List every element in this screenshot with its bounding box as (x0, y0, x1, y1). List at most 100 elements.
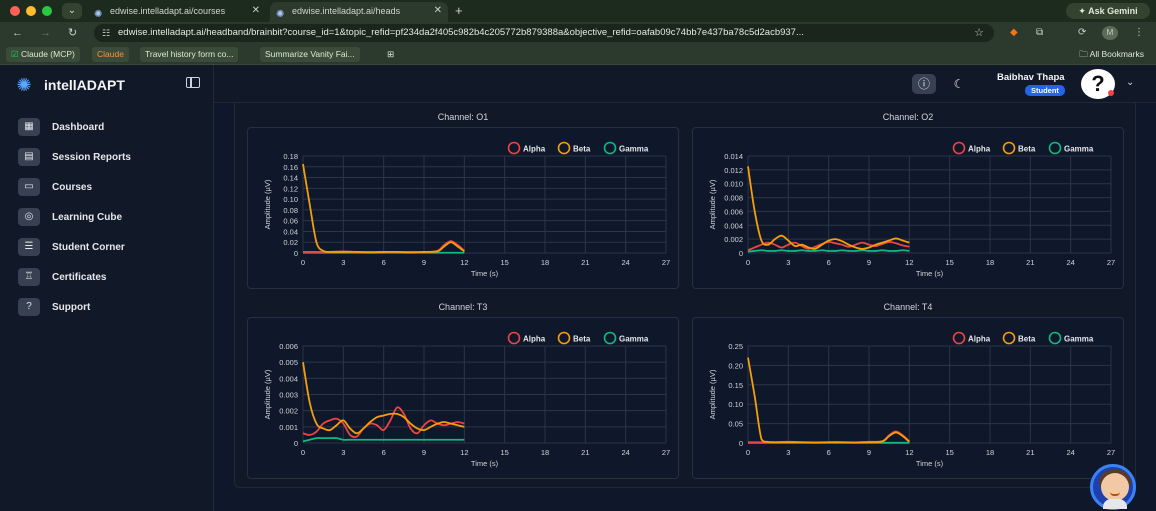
legend-item[interactable]: Gamma (603, 141, 649, 155)
legend-item[interactable]: Alpha (507, 331, 546, 345)
x-tick-label: 3 (341, 448, 345, 457)
bookmark-claude-mcp[interactable]: ☑ Claude (MCP) (6, 47, 80, 62)
status-dot (1108, 90, 1114, 96)
chart-svg: Alpha Beta Gamma00.020.040.060.080.100.120… (263, 141, 670, 278)
sync-icon[interactable]: ⟳ (1078, 27, 1087, 38)
legend-swatch (1002, 141, 1016, 155)
bookmark-travel-history[interactable]: Travel history form co... (140, 47, 239, 62)
cube-icon: ◎ (18, 208, 40, 226)
legend-item[interactable]: Gamma (1048, 331, 1094, 345)
legend-item[interactable]: Alpha (952, 331, 991, 345)
sidebar-item-session-reports[interactable]: ▤ Session Reports (18, 147, 131, 167)
x-tick-label: 12 (905, 448, 913, 457)
y-tick-label: 0.18 (283, 152, 298, 161)
legend-item[interactable]: Beta (557, 331, 591, 345)
reload-icon[interactable]: ↻ (68, 27, 78, 39)
legend-item[interactable]: Gamma (1048, 141, 1094, 155)
tab-close-icon[interactable]: ✕ (433, 5, 442, 16)
all-bookmarks-button[interactable]: 🗀 All Bookmarks (1079, 47, 1144, 62)
legend-item[interactable]: Beta (1002, 141, 1036, 155)
brand[interactable]: ✺ intellADAPT (14, 74, 124, 96)
tab-close-icon[interactable]: ✕ (251, 5, 260, 16)
y-tick-label: 0 (739, 249, 743, 258)
ask-gemini-button[interactable]: ✦ Ask Gemini (1066, 3, 1150, 19)
x-axis-label: Time (s) (916, 269, 944, 278)
url-text[interactable]: edwise.intelladapt.ai/headband/brainbit?… (118, 27, 804, 38)
sidebar-item-support[interactable]: ? Support (18, 297, 90, 317)
browser-menu-icon[interactable]: ⋮ (1134, 27, 1144, 38)
legend-item[interactable]: Gamma (603, 331, 649, 345)
y-tick-label: 0.006 (279, 342, 298, 351)
x-axis-label: Time (s) (916, 459, 944, 468)
minimize-window-icon[interactable] (26, 6, 36, 16)
forward-arrow-icon[interactable]: → (40, 27, 51, 39)
student-corner-icon: ☰ (18, 238, 40, 256)
dark-mode-moon-icon[interactable]: ☾ (953, 77, 965, 91)
profile-avatar[interactable]: M (1102, 26, 1118, 40)
sidebar-item-certificates[interactable]: ♖ Certificates (18, 267, 106, 287)
y-tick-label: 0.004 (724, 221, 743, 230)
apps-grid-icon[interactable]: ⊞ (387, 49, 395, 59)
support-icon: ? (18, 298, 40, 316)
legend-label: Beta (1018, 335, 1036, 344)
series-line-alpha (747, 241, 910, 252)
y-tick-label: 0.06 (283, 217, 298, 226)
legend-swatch (1048, 331, 1062, 345)
address-bar[interactable]: ☷ edwise.intelladapt.ai/headband/brainbi… (94, 24, 994, 42)
y-tick-label: 0 (294, 439, 298, 448)
sidebar-item-learning-cube[interactable]: ◎ Learning Cube (18, 207, 122, 227)
extensions-puzzle-icon[interactable]: ⧉ (1036, 27, 1044, 38)
x-tick-label: 6 (382, 258, 386, 267)
x-tick-label: 3 (786, 448, 790, 457)
user-avatar[interactable]: ? (1081, 69, 1115, 99)
x-tick-label: 21 (581, 448, 589, 457)
sidebar-item-courses[interactable]: ▭ Courses (18, 177, 92, 197)
x-tick-label: 6 (382, 448, 386, 457)
extension-icon[interactable]: ◆ (1010, 27, 1018, 38)
site-settings-icon[interactable]: ☷ (102, 28, 111, 38)
y-tick-label: 0.10 (283, 195, 298, 204)
x-axis-label: Time (s) (471, 459, 499, 468)
dashboard-icon: ▦ (18, 118, 40, 136)
legend-label: Alpha (523, 335, 546, 344)
bookmark-vanity-fair[interactable]: Summarize Vanity Fai... (260, 47, 360, 62)
assistant-body (1103, 499, 1127, 509)
folder-icon: 🗀 (1079, 49, 1088, 59)
y-tick-label: 0 (294, 249, 298, 258)
tab-search-chevron-icon[interactable]: ⌄ (62, 3, 82, 19)
close-window-icon[interactable] (10, 6, 20, 16)
bookmark-star-icon[interactable]: ☆ (974, 27, 984, 39)
legend-item[interactable]: Beta (1002, 331, 1036, 345)
intelladapt-logo-icon: ✺ (16, 75, 32, 95)
back-arrow-icon[interactable]: ← (12, 27, 23, 39)
legend-item[interactable]: Alpha (952, 141, 991, 155)
legend-swatch (1002, 331, 1016, 345)
x-tick-label: 27 (662, 448, 670, 457)
y-tick-label: 0.002 (724, 235, 743, 244)
bookmarks-bar: ☑ Claude (MCP) Claude Travel history for… (0, 44, 1156, 65)
legend-item[interactable]: Alpha (507, 141, 546, 155)
chevron-down-icon[interactable]: ⌄ (1126, 77, 1135, 88)
assistant-avatar-button[interactable] (1090, 464, 1136, 510)
maximize-window-icon[interactable] (42, 6, 52, 16)
bookmark-claude[interactable]: Claude (92, 47, 129, 62)
sidebar-toggle-icon[interactable] (186, 77, 200, 88)
sidebar-item-student-corner[interactable]: ☰ Student Corner (18, 237, 125, 257)
app-header: ⓘ ☾ Baibhav Thapa Student ? ⌄ (214, 65, 1156, 103)
y-tick-label: 0.003 (279, 391, 298, 400)
help-icon[interactable]: ⓘ (912, 74, 936, 94)
chart-svg: Alpha Beta Gamma 0 0.001 0.002 0.003 0.004 0.005… (263, 331, 670, 468)
legend-label: Beta (573, 145, 591, 154)
legend-label: Alpha (523, 145, 546, 154)
browser-tab-headband[interactable]: ✺ edwise.intelladapt.ai/heads ✕ (270, 2, 448, 22)
legend-item[interactable]: Beta (557, 141, 591, 155)
series-line-beta (747, 357, 910, 444)
new-tab-icon[interactable]: + (455, 3, 463, 18)
x-tick-label: 12 (905, 258, 913, 267)
x-tick-label: 0 (301, 448, 305, 457)
sidebar-item-dashboard[interactable]: ▦ Dashboard (18, 117, 104, 137)
x-tick-label: 12 (460, 258, 468, 267)
browser-tab-courses[interactable]: ✺ edwise.intelladapt.ai/courses ✕ (88, 2, 266, 22)
legend-swatch (1048, 141, 1062, 155)
main-content: Channel: O1 Channel: O2 Channel: T3 Chan… (214, 103, 1156, 511)
